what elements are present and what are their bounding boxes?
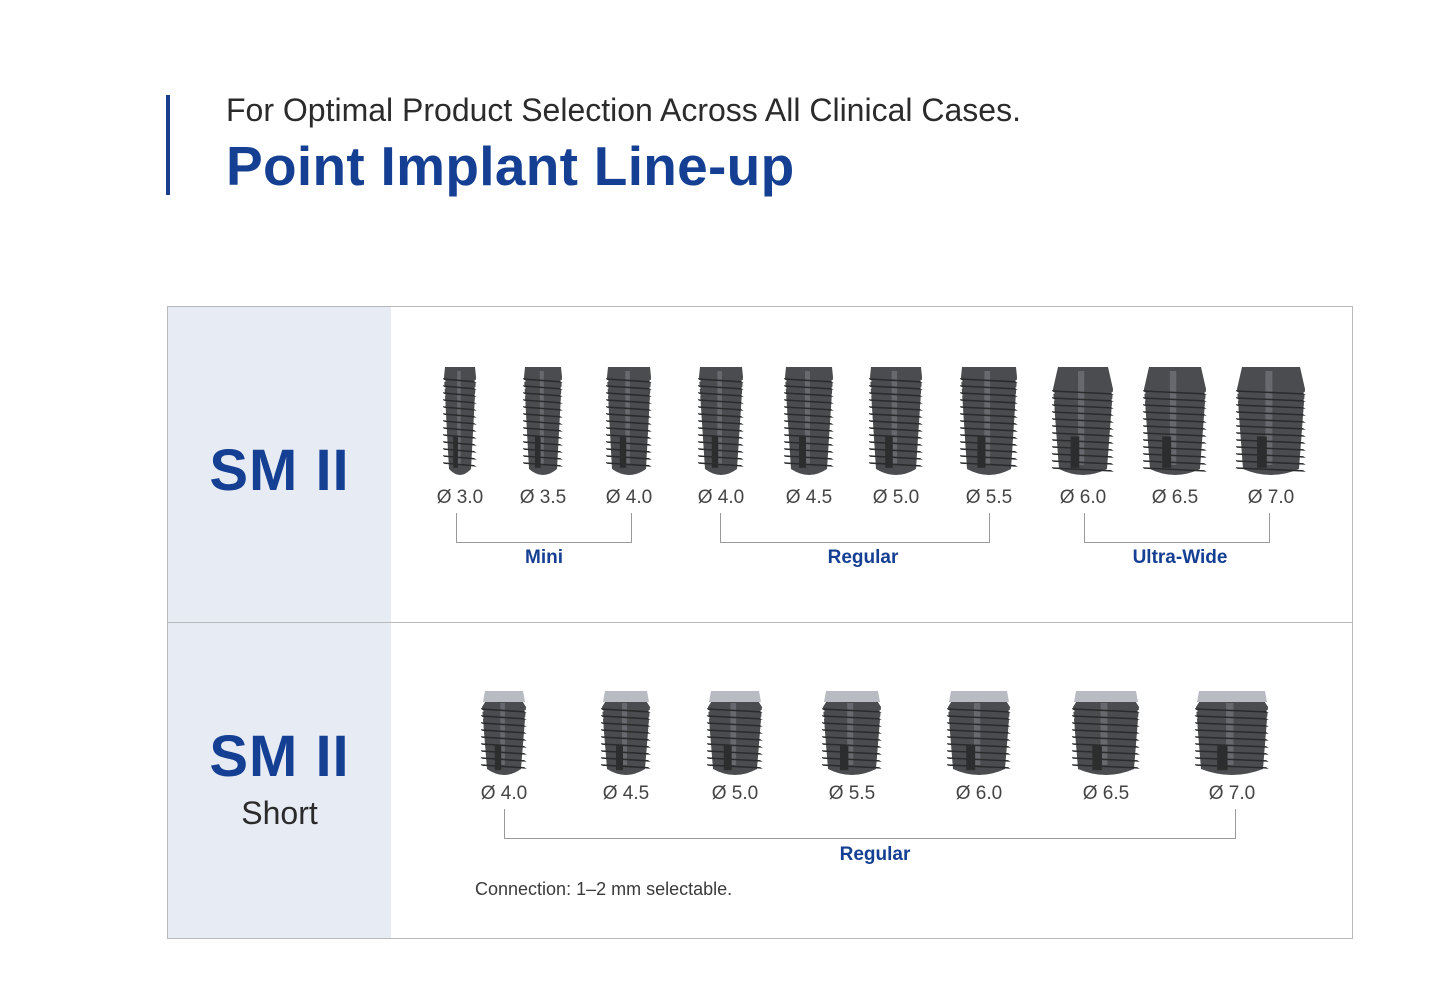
implant-image: [1072, 691, 1140, 779]
diameter-label: Ø 6.5: [1082, 783, 1130, 804]
implant-image: [960, 367, 1018, 479]
row-sm-ii: SM II Ø 3.0 Ø 3.5 Ø 4.0 Ø 4.0 Ø 4.5 Ø 5.0 Ø 5.…: [168, 307, 1352, 623]
implant-image: [606, 367, 652, 479]
row-label-cell: SM II Short: [168, 623, 391, 938]
implant-image: [1143, 367, 1207, 479]
implant-image: [1052, 367, 1114, 479]
connection-note: Connection: 1–2 mm selectable.: [475, 879, 733, 899]
group-label-mini: Mini: [525, 547, 563, 568]
row-label-cell: SM II: [168, 307, 391, 622]
diameter-label: Ø 6.0: [955, 783, 1003, 804]
diameter-label: Ø 6.5: [1151, 487, 1199, 508]
diameter-label: Ø 3.0: [436, 487, 484, 508]
diameter-label: Ø 4.5: [785, 487, 833, 508]
implant-image: [443, 367, 477, 479]
implant-image: [707, 691, 763, 779]
diameter-label: Ø 4.0: [480, 783, 528, 804]
diameter-label: Ø 6.0: [1059, 487, 1107, 508]
bracket-ultra-wide: [1084, 513, 1270, 543]
implant-image: [822, 691, 882, 779]
implant-image: [523, 367, 563, 479]
implant-image: [698, 367, 744, 479]
diameter-label: Ø 5.0: [711, 783, 759, 804]
diameter-label: Ø 7.0: [1247, 487, 1295, 508]
diameter-label: Ø 3.5: [519, 487, 567, 508]
implant-image: [1236, 367, 1306, 479]
implant-image: [947, 691, 1011, 779]
diameter-label: Ø 4.0: [605, 487, 653, 508]
page-title: Point Implant Line-up: [226, 135, 795, 197]
bracket-regular: [720, 513, 990, 543]
implant-image: [784, 367, 834, 479]
header-accent-bar: [166, 95, 170, 195]
diameter-label: Ø 7.0: [1208, 783, 1256, 804]
row-sm-ii-short: SM II Short Ø 4.0 Ø 4.5 Ø 5.0 Ø 5.5 Ø 6.0 Ø 6…: [168, 623, 1352, 938]
diameter-label: Ø 5.0: [872, 487, 920, 508]
diameter-label: Ø 4.5: [602, 783, 650, 804]
bracket-regular: [504, 809, 1236, 839]
bracket-mini: [456, 513, 632, 543]
series-name: SM II: [209, 724, 350, 789]
group-label-ultra-wide: Ultra-Wide: [1132, 547, 1228, 568]
series-subtitle: Short: [241, 795, 318, 831]
implant-image: [481, 691, 527, 779]
diameter-label: Ø 5.5: [828, 783, 876, 804]
implant-image: [601, 691, 651, 779]
implant-image: [1195, 691, 1269, 779]
lineup-table: SM II Ø 3.0 Ø 3.5 Ø 4.0 Ø 4.0 Ø 4.5 Ø 5.0 Ø 5.…: [167, 306, 1353, 939]
implant-image: [869, 367, 923, 479]
group-label-regular: Regular: [827, 547, 899, 568]
diameter-label: Ø 5.5: [965, 487, 1013, 508]
series-name: SM II: [209, 438, 350, 503]
diameter-label: Ø 4.0: [697, 487, 745, 508]
page-subtitle: For Optimal Product Selection Across All…: [226, 92, 1021, 128]
group-label-regular: Regular: [839, 844, 911, 865]
